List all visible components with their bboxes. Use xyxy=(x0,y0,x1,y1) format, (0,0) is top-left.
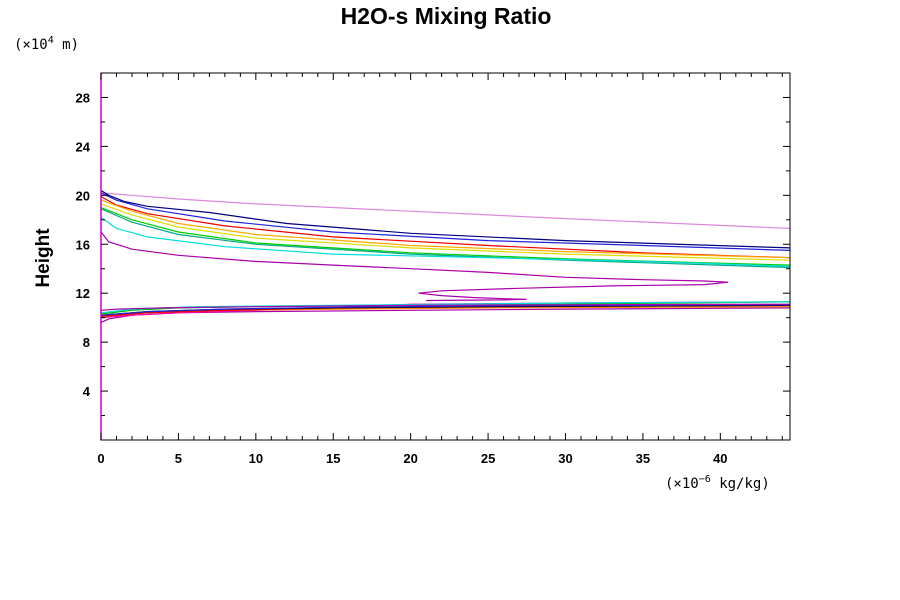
x-tick-label: 25 xyxy=(481,451,495,466)
series-line-upper-teal xyxy=(100,208,791,269)
y-axis-title: Height xyxy=(33,228,54,288)
y-unit-exp: 4 xyxy=(48,35,54,46)
y-tick-label: 12 xyxy=(76,286,90,301)
series-line-upper-yellow xyxy=(100,203,791,261)
series-line-upper-orange xyxy=(100,199,791,259)
tick-layer: 0 5 10 15 20 25 30 35 40 4 8 12 16 20 24 28 xyxy=(76,72,790,466)
series-line-upper-blue xyxy=(100,192,791,251)
frame-layer xyxy=(100,72,791,441)
x-tick-label: 20 xyxy=(403,451,417,466)
x-tick-label: 40 xyxy=(713,451,727,466)
x-tick-label: 15 xyxy=(326,451,340,466)
x-tick-label: 35 xyxy=(636,451,650,466)
y-unit-label: (×104 m) xyxy=(14,35,79,53)
x-unit-exp: −6 xyxy=(699,474,711,485)
series-line-upper-navy xyxy=(100,189,791,249)
x-unit-suffix: kg/kg) xyxy=(711,476,770,492)
y-unit-suffix: m) xyxy=(54,37,79,53)
series-layer xyxy=(100,189,791,324)
y-tick-label: 8 xyxy=(83,335,90,350)
x-tick-label: 5 xyxy=(175,451,182,466)
y-tick-label: 4 xyxy=(83,384,91,399)
series-line-lower-magenta-b xyxy=(100,303,791,311)
series-line-upper-green xyxy=(100,207,791,266)
series-line-upper-cyan xyxy=(100,216,791,267)
x-tick-label: 30 xyxy=(558,451,572,466)
y-tick-label: 24 xyxy=(76,139,91,154)
x-unit-prefix: (×10 xyxy=(665,476,699,492)
y-tick-label: 20 xyxy=(76,188,90,203)
series-line-upper-magenta xyxy=(100,231,729,302)
y-unit-prefix: (×10 xyxy=(14,37,48,53)
series-line-lower-blue xyxy=(100,304,791,316)
x-tick-label: 10 xyxy=(249,451,263,466)
series-line-lower-magenta-a xyxy=(100,307,791,324)
series-line-upper-violet xyxy=(100,192,791,229)
x-tick-label: 0 xyxy=(97,451,104,466)
series-line-upper-red xyxy=(100,196,791,259)
chart-title: H2O-s Mixing Ratio xyxy=(341,3,552,29)
y-tick-label: 16 xyxy=(76,237,90,252)
y-tick-label: 28 xyxy=(76,90,90,105)
x-unit-label: (×10−6 kg/kg) xyxy=(665,474,770,492)
